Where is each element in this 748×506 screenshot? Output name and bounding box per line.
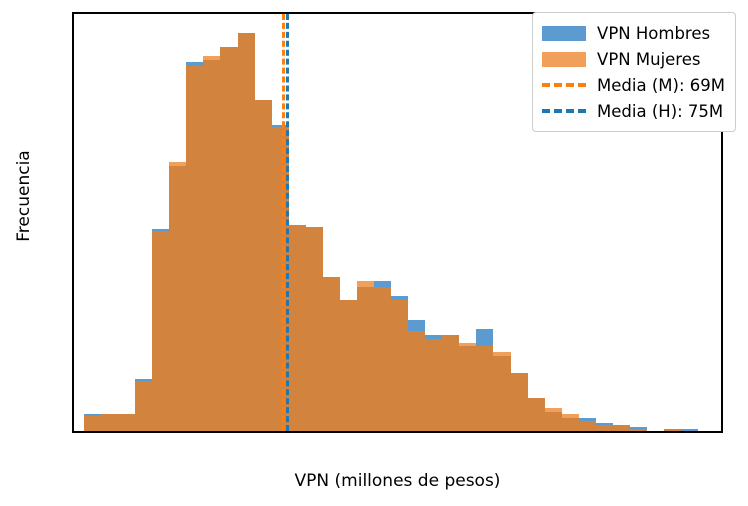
histogram-bar-overlap (493, 356, 511, 431)
y-tick-mark (72, 291, 74, 293)
histogram-bar-overlap (186, 65, 204, 431)
histogram-bar-overlap (527, 398, 545, 431)
histogram-bar-overlap (84, 415, 102, 431)
legend-swatch-dashed-line (542, 83, 587, 87)
legend-entry: VPN Mujeres (542, 46, 725, 72)
plot-area: 0255075100125150175200 −2000200400600 (72, 12, 723, 433)
legend-entry: Media (M): 69M (542, 72, 725, 98)
histogram-bar-overlap (578, 421, 596, 431)
bars-layer (74, 14, 721, 431)
histogram-bar-overlap (305, 227, 323, 431)
legend-swatch-patch (542, 25, 587, 41)
histogram-bar-hombres (681, 429, 699, 431)
histogram-bar-overlap (595, 425, 613, 431)
y-tick-mark (72, 195, 74, 197)
histogram-bar-overlap (169, 165, 187, 431)
x-tick-mark (494, 431, 496, 433)
histogram-bar-overlap (356, 286, 375, 431)
legend-swatch-patch (542, 51, 587, 67)
histogram-bar-overlap (220, 46, 238, 431)
y-tick-mark (72, 387, 74, 389)
reference-lines-layer (74, 14, 721, 431)
legend-label: VPN Hombres (597, 23, 711, 43)
histogram-bar-overlap (510, 373, 528, 431)
legend-label: VPN Mujeres (597, 49, 701, 69)
histogram-bar-overlap (339, 300, 357, 431)
legend-label: Media (M): 69M (597, 75, 725, 95)
x-tick-mark (109, 431, 111, 433)
histogram-bar-overlap (476, 346, 494, 431)
mean-line-mujeres (281, 14, 285, 431)
histogram-bar-overlap (544, 411, 562, 431)
legend: VPN Hombres VPN Mujeres Media (M): 69M Medi… (532, 12, 736, 132)
histogram-bar-overlap (629, 429, 647, 431)
legend-label: Media (H): 75M (597, 101, 724, 121)
legend-entry: VPN Hombres (542, 20, 725, 46)
histogram-bar-overlap (561, 417, 579, 431)
histogram-bar-overlap (101, 413, 119, 431)
histogram-bar-overlap (322, 277, 340, 431)
x-tick-mark (238, 431, 240, 433)
y-tick-mark (72, 99, 74, 101)
histogram-bar-overlap (203, 59, 221, 431)
histogram-bar-overlap (254, 100, 272, 431)
histogram-bar-overlap (391, 300, 409, 431)
x-tick-mark (622, 431, 624, 433)
x-axis-label: VPN (millones de pesos) (294, 471, 501, 491)
histogram-bar-overlap (118, 413, 136, 431)
y-tick-mark (72, 243, 74, 245)
y-tick-mark (72, 51, 74, 53)
histogram-bar-overlap (425, 338, 443, 431)
legend-swatch-dashed-line (542, 109, 587, 113)
histogram-bar-overlap (288, 225, 306, 431)
y-axis-label: Frecuencia (14, 150, 34, 242)
histogram-bar-overlap (442, 334, 460, 431)
y-tick-mark (72, 339, 74, 341)
histogram-bar-overlap (459, 346, 477, 431)
histogram-bar-overlap (664, 429, 682, 431)
legend-entry: Media (H): 75M (542, 98, 725, 124)
histogram-bar-overlap (374, 286, 392, 431)
x-tick-mark (366, 431, 368, 433)
mean-line-hombres (285, 14, 289, 431)
histogram-bar-overlap (237, 33, 255, 431)
histogram-bar-overlap (152, 231, 170, 431)
histogram-bar-overlap (135, 381, 153, 431)
histogram-bar-overlap (408, 331, 426, 431)
histogram-bar-overlap (612, 425, 630, 431)
y-tick-mark (72, 147, 74, 149)
